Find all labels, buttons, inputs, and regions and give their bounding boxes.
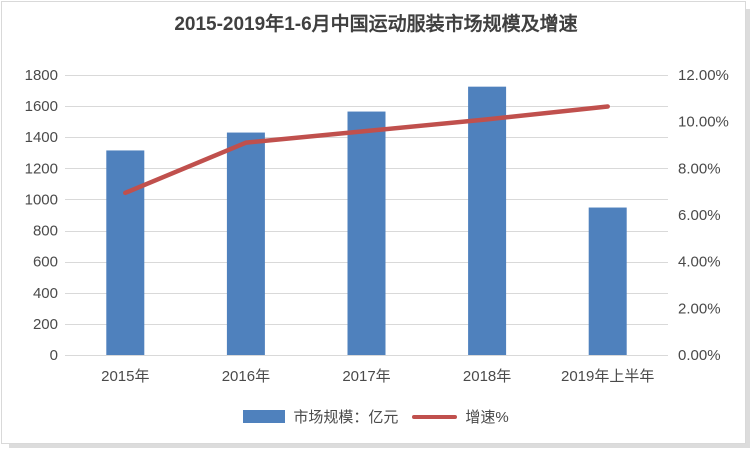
- y-axis-right-tick-label: 2.00%: [678, 300, 721, 317]
- y-axis-right-tick-label: 12.00%: [678, 67, 729, 84]
- y-axis-left-tick-label: 1600: [25, 98, 58, 115]
- legend-line-swatch-icon: [412, 414, 458, 419]
- y-axis-left-tick-label: 800: [33, 223, 58, 240]
- bar-2019年上半年: [588, 207, 627, 355]
- x-axis-category-label: 2016年: [222, 368, 270, 385]
- y-axis-left-tick-label: 0: [50, 347, 58, 364]
- bar-2016年: [226, 132, 265, 355]
- x-axis-category-label: 2019年上半年: [561, 368, 654, 385]
- chart-title: 2015-2019年1-6月中国运动服装市场规模及增速: [174, 14, 578, 35]
- bar-2018年: [468, 86, 507, 356]
- x-axis-category-label: 2015年: [101, 368, 149, 385]
- y-axis-left-tick-label: 200: [33, 316, 58, 333]
- y-axis-right-tick-label: 6.00%: [678, 207, 721, 224]
- y-axis-right-tick-label: 10.00%: [678, 114, 729, 131]
- x-axis-category-label: 2018年: [463, 368, 511, 385]
- y-axis-right-tick-label: 8.00%: [678, 160, 721, 177]
- growth-line: [123, 104, 610, 196]
- bar-2017年: [347, 111, 386, 355]
- y-axis-right-tick-label: 4.00%: [678, 254, 721, 271]
- legend-bar-label: 市场规模：亿元: [293, 409, 399, 426]
- legend-bar-swatch-icon: [243, 410, 286, 423]
- y-axis-left-tick-label: 400: [33, 285, 58, 302]
- y-axis-left-tick-label: 1000: [25, 191, 58, 208]
- bar-2015年: [106, 150, 145, 355]
- y-axis-left-tick-label: 1400: [25, 129, 58, 146]
- legend: 市场规模：亿元 增速%: [0, 406, 752, 427]
- y-axis-left-tick-label: 600: [33, 254, 58, 271]
- y-axis-left-tick-label: 1800: [25, 67, 58, 84]
- y-axis-right-tick-label: 0.00%: [678, 347, 721, 364]
- x-axis-category-label: 2017年: [342, 368, 390, 385]
- legend-line-label: 增速%: [465, 409, 509, 426]
- y-axis-left-tick-label: 1200: [25, 160, 58, 177]
